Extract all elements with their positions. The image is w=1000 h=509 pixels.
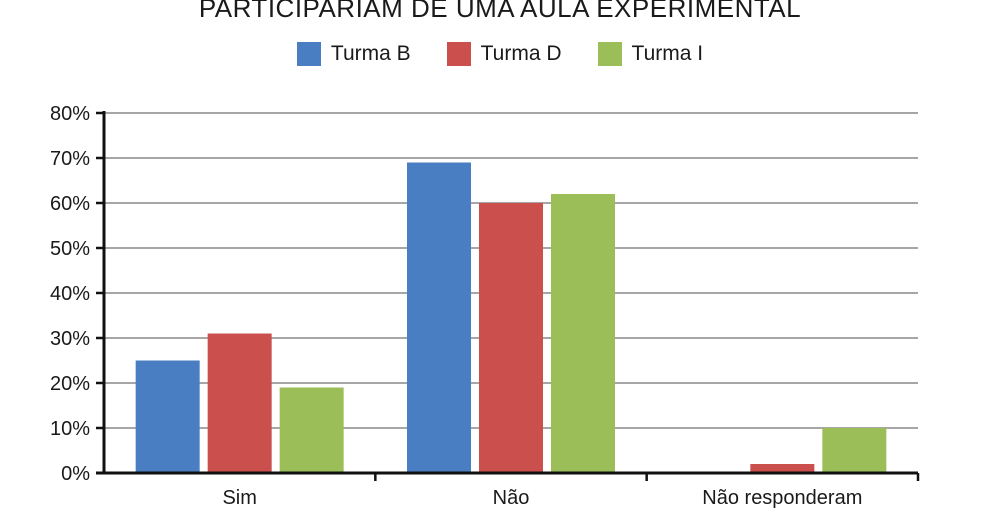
x-tick-label: Não [493,487,530,509]
y-tick-label: 10% [50,418,90,440]
legend-item-turma-b: Turma B [296,42,411,66]
bar-turma-i [551,194,615,472]
legend-label-turma-i: Turma I [631,42,704,65]
x-tick-label: Sim [222,487,256,509]
bar-turma-i [279,387,344,472]
bar-turma-d [750,464,815,472]
chart-title: PARTICIPARIAM DE UMA AULA EXPERIMENTAL [198,0,802,23]
legend-label-turma-b: Turma B [330,42,411,65]
legend-item-turma-i: Turma I [597,42,704,66]
legend-swatch-turma-i [597,42,622,66]
bar-turma-d [207,333,272,472]
chart-legend: Turma B Turma D Turma I [0,42,1000,66]
legend-swatch-turma-b [296,42,321,66]
legend-swatch-turma-d [446,42,471,66]
y-tick-label: 30% [50,328,90,350]
legend-label-turma-d: Turma D [480,42,562,65]
y-tick-label: 50% [50,238,90,260]
legend-item-turma-d: Turma D [446,42,562,66]
bar-turma-b [407,162,471,472]
bar-turma-d [479,203,543,472]
y-tick-label: 20% [50,373,90,395]
y-tick-label: 0% [61,463,90,485]
y-tick-label: 70% [50,148,90,170]
y-tick-label: 80% [50,103,90,125]
bar-turma-i [822,428,887,472]
x-tick-label: Não responderam [702,487,862,509]
y-tick-label: 40% [50,283,90,305]
bar-turma-b [135,360,200,472]
y-tick-label: 60% [50,193,90,215]
